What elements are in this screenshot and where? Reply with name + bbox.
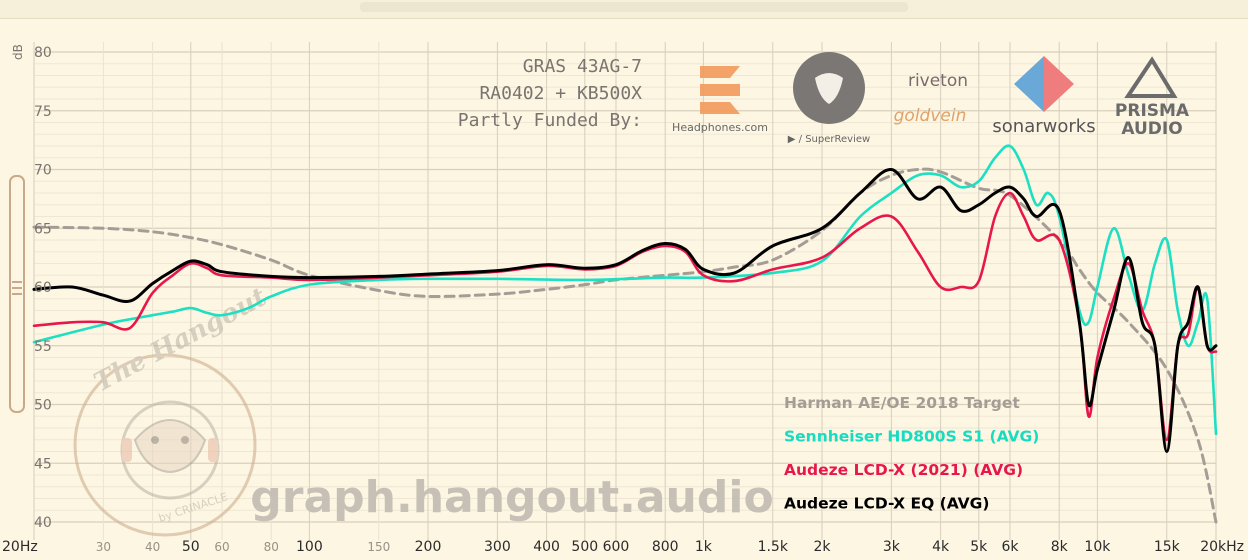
zoom-handle[interactable] [9, 175, 25, 413]
x-tick-label: 8k [1051, 539, 1069, 555]
x-tick-label: 100 [296, 539, 323, 555]
svg-text:▶ / SuperReview: ▶ / SuperReview [788, 134, 870, 145]
riveton-goldvein-logo: riveton goldvein [894, 71, 968, 126]
x-tick-label: 20kHz [1200, 539, 1244, 555]
legend: Harman AE/OE 2018 Target Sennheiser HD800… [784, 394, 1039, 513]
x-tick-label: 1k [695, 539, 713, 555]
x-tick-label: 300 [484, 539, 511, 555]
y-tick-label: 75 [34, 104, 52, 120]
svg-text:Headphones.com: Headphones.com [672, 121, 768, 134]
funded-by-text: Partly Funded By: [458, 110, 642, 131]
grid [33, 42, 1217, 540]
x-tick-label: 800 [652, 539, 679, 555]
top-bar [0, 0, 1248, 19]
plot-area [30, 42, 1218, 540]
x-tick-label: 10k [1084, 539, 1111, 555]
svg-text:riveton: riveton [908, 71, 968, 91]
y-tick-label: 50 [34, 398, 52, 414]
x-tick-label: 50 [182, 539, 200, 555]
svg-text:goldvein: goldvein [894, 106, 967, 126]
legend-hd800s[interactable]: Sennheiser HD800S S1 (AVG) [784, 428, 1039, 446]
legend-harman-target[interactable]: Harman AE/OE 2018 Target [784, 394, 1020, 412]
scrollbar[interactable] [360, 2, 908, 12]
y-tick-label: 65 [34, 221, 52, 237]
y-tick-label: 70 [34, 163, 52, 179]
x-tick-label: 80 [264, 540, 279, 554]
harman-target-curve [32, 167, 1218, 524]
x-tick-label: 20Hz [2, 539, 38, 555]
x-tick-label: 5k [970, 539, 988, 555]
y-tick-label: 55 [34, 339, 52, 355]
x-tick-label: 4k [932, 539, 950, 555]
x-tick-label: 150 [367, 540, 390, 554]
x-tick-label: 3k [883, 539, 901, 555]
y-tick-label: 60 [34, 280, 52, 296]
prisma-audio-logo: PRISMA AUDIO [1115, 56, 1190, 139]
x-tick-label: 60 [214, 540, 229, 554]
legend-lcd-x[interactable]: Audeze LCD-X (2021) (AVG) [784, 461, 1023, 479]
legend-lcd-x-eq[interactable]: Audeze LCD-X EQ (AVG) [784, 495, 989, 513]
series-layer [32, 144, 1218, 524]
superreview-logo: ▶ / SuperReview [788, 52, 870, 145]
headphones-com-logo: Headphones.com [672, 66, 768, 134]
svg-text:sonarworks: sonarworks [992, 116, 1095, 137]
x-tick-label: 1.5k [758, 539, 789, 555]
sonarworks-logo: sonarworks [992, 56, 1096, 137]
x-tick-label: 6k [1001, 539, 1019, 555]
x-tick-label: 400 [533, 539, 560, 555]
y-tick-label: 40 [34, 515, 52, 531]
rig-line-2: RA0402 + KB500X [479, 83, 642, 104]
y-tick-label: 45 [34, 456, 52, 472]
hd800s-curve [32, 144, 1218, 436]
axes: 80 75 70 65 60 55 50 45 40 dB 20Hz 30 40 50 60 80 100 150… [2, 44, 1244, 555]
x-tick-label: 200 [415, 539, 442, 555]
svg-text:AUDIO: AUDIO [1121, 119, 1182, 139]
lcd-x-eq-curve [32, 168, 1218, 453]
x-tick-label: 30 [96, 540, 111, 554]
site-watermark: graph.hangout.audio [250, 472, 773, 523]
y-tick-label: 80 [34, 45, 52, 61]
x-tick-label: 40 [145, 540, 160, 554]
y-axis-label: dB [11, 44, 25, 60]
x-tick-label: 500 [571, 539, 598, 555]
x-tick-label: 15k [1154, 539, 1181, 555]
svg-text:PRISMA: PRISMA [1115, 101, 1190, 121]
rig-line-1: GRAS 43AG-7 [523, 56, 642, 77]
x-tick-label: 600 [603, 539, 630, 555]
x-tick-label: 2k [813, 539, 831, 555]
